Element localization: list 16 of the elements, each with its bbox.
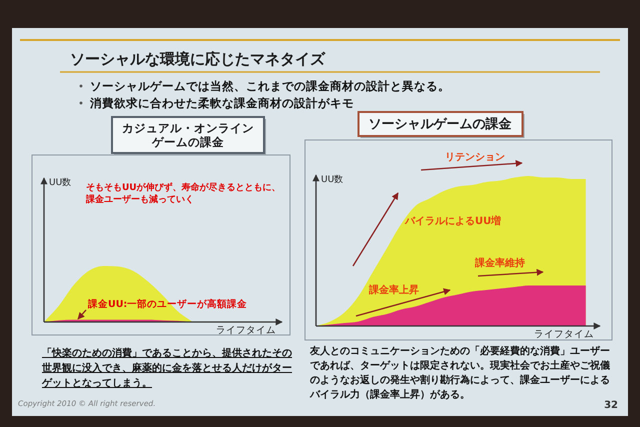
annotation: バイラルによるUU増: [404, 215, 502, 227]
text: 友人とのコミュニケーションための「必要経費的な消費」ユーザーであれば、ターゲットは限定されない。現実社会でお土産やご祝儀のようなお返しの発生や割り勘行為によって、課金ユーザーによるバイラル力（課金率上昇）がある。: [309, 345, 610, 400]
y-axis-title: UU数: [321, 174, 344, 185]
chart-title: カジュアル・オンラインゲームの課金: [122, 121, 254, 149]
text: 消費欲求に合わせた柔軟な課金商材の設計がキモ: [89, 96, 354, 110]
text: ソーシャルな環境に応じたマネタイズ: [70, 50, 326, 68]
text: リテンション: [445, 152, 505, 163]
annotation: 課金率上昇: [368, 284, 419, 296]
annotation: 課金率維持: [474, 257, 525, 269]
text: そもそもUUが伸びず、寿命が尽きるとともに、課金ユーザーも減っていく: [85, 182, 281, 205]
text: 32: [604, 400, 618, 411]
x-axis-title: ライフタイム: [534, 329, 594, 340]
text: ソーシャルゲームでは当然、これまでの課金商材の設計と異なる。: [90, 79, 450, 93]
y-axis-title: UU数: [49, 177, 72, 188]
x-axis-title: ライフタイム: [216, 325, 276, 336]
chart-title: ソーシャルゲームの課金: [368, 116, 512, 132]
